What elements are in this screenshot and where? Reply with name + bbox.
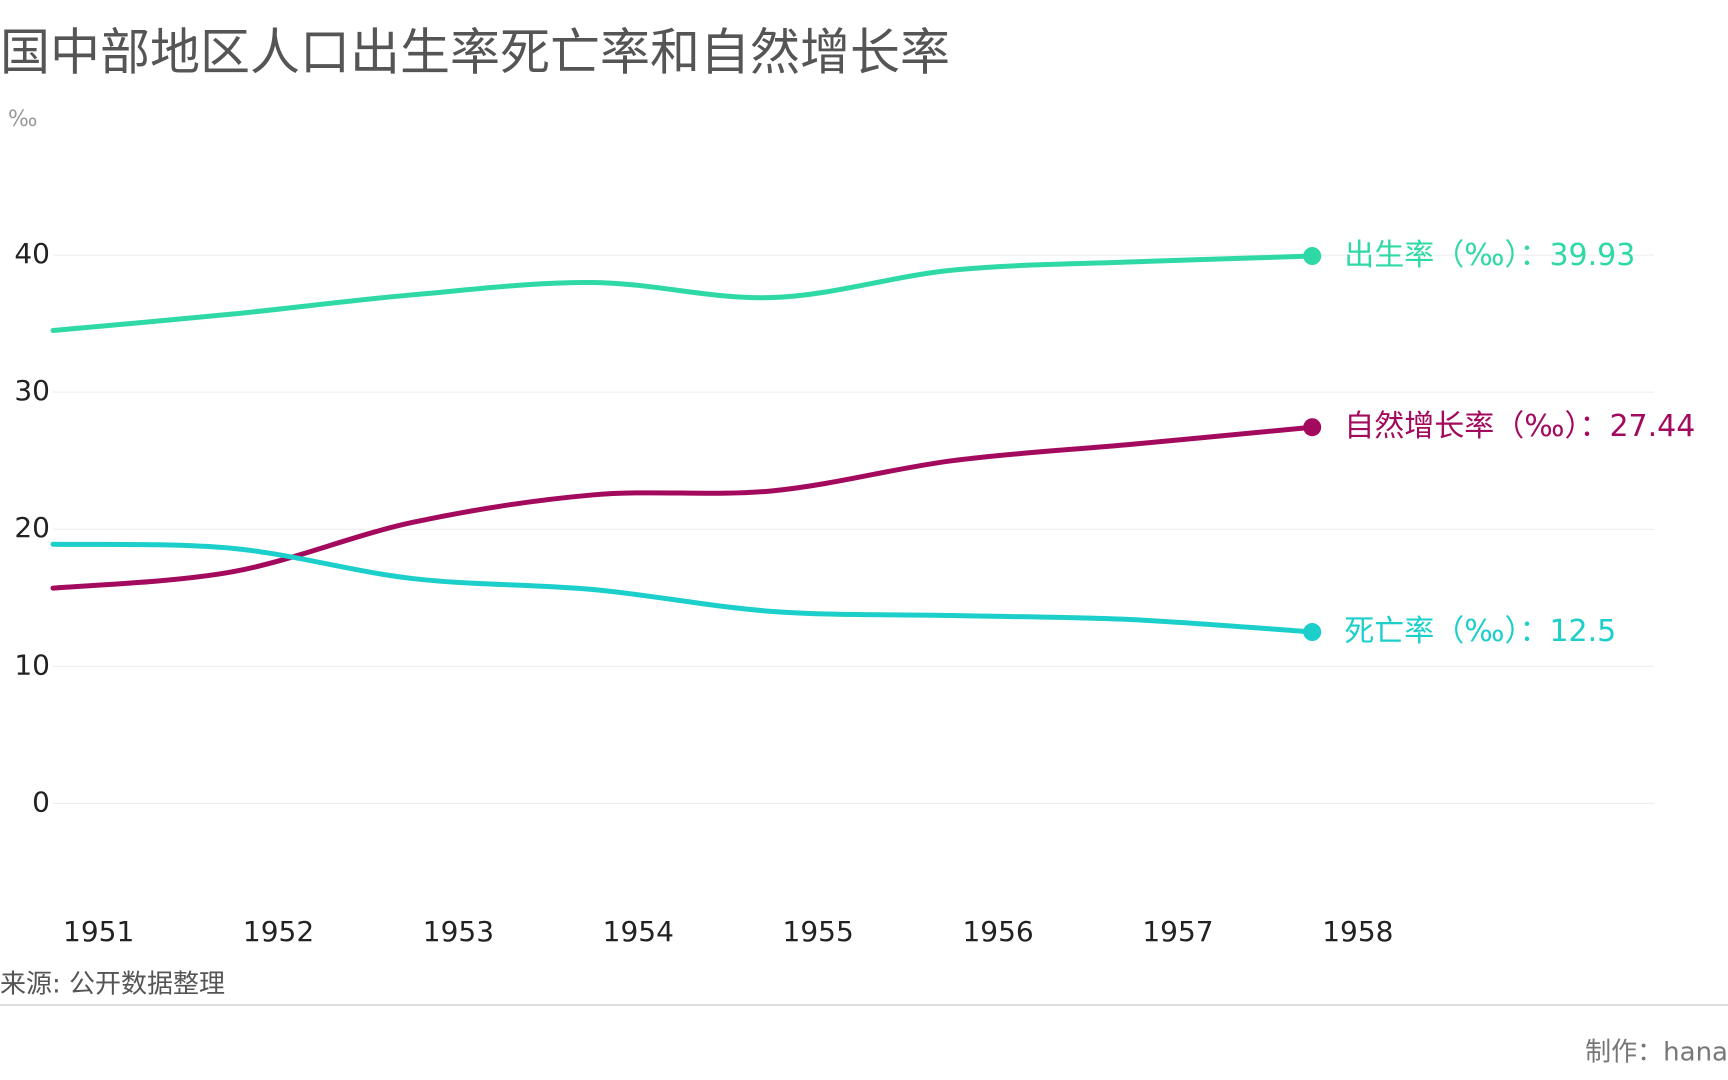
value-label: 27.44: [1609, 409, 1695, 444]
unit-label: ‰: [8, 107, 38, 132]
credit: 制作：hana: [1585, 1038, 1728, 1068]
x-tick-label: 1958: [1322, 915, 1393, 948]
y-tick-label: 30: [14, 374, 50, 407]
end-marker: [1303, 418, 1322, 437]
chart-title: 国中部地区人口出生率死亡率和自然增长率: [0, 24, 950, 82]
end-label: 自然增长率（‰）：27.44: [1344, 409, 1695, 444]
x-tick-label: 1952: [243, 915, 314, 948]
series-name: 死亡率（‰）: [1344, 614, 1519, 649]
x-tick-label: 1951: [63, 915, 134, 948]
value-label: 39.93: [1549, 238, 1635, 273]
x-tick-label: 1956: [962, 915, 1033, 948]
value-label: 12.5: [1549, 614, 1616, 649]
y-tick-label: 10: [14, 648, 50, 681]
label-separator: ：: [1579, 409, 1609, 444]
end-marker: [1303, 623, 1322, 642]
end-label: 死亡率（‰）：12.5: [1344, 614, 1616, 649]
label-separator: ：: [1519, 614, 1549, 649]
x-tick-label: 1955: [783, 915, 854, 948]
series-line: [50, 253, 1315, 333]
series-line: [50, 424, 1315, 591]
x-tick-label: 1957: [1142, 915, 1213, 948]
x-tick-label: 1953: [423, 915, 494, 948]
end-label: 出生率（‰）：39.93: [1344, 238, 1635, 273]
y-tick-label: 0: [32, 785, 50, 818]
source: 来源: 公开数据整理: [0, 970, 225, 1000]
x-tick-label: 1954: [603, 915, 674, 948]
label-separator: ：: [1519, 238, 1549, 273]
series-line: [50, 541, 1315, 635]
y-tick-label: 20: [14, 511, 50, 544]
series-name: 自然增长率（‰）: [1344, 409, 1579, 444]
y-tick-label: 40: [14, 237, 50, 270]
end-marker: [1303, 247, 1322, 266]
series-name: 出生率（‰）: [1344, 238, 1519, 273]
